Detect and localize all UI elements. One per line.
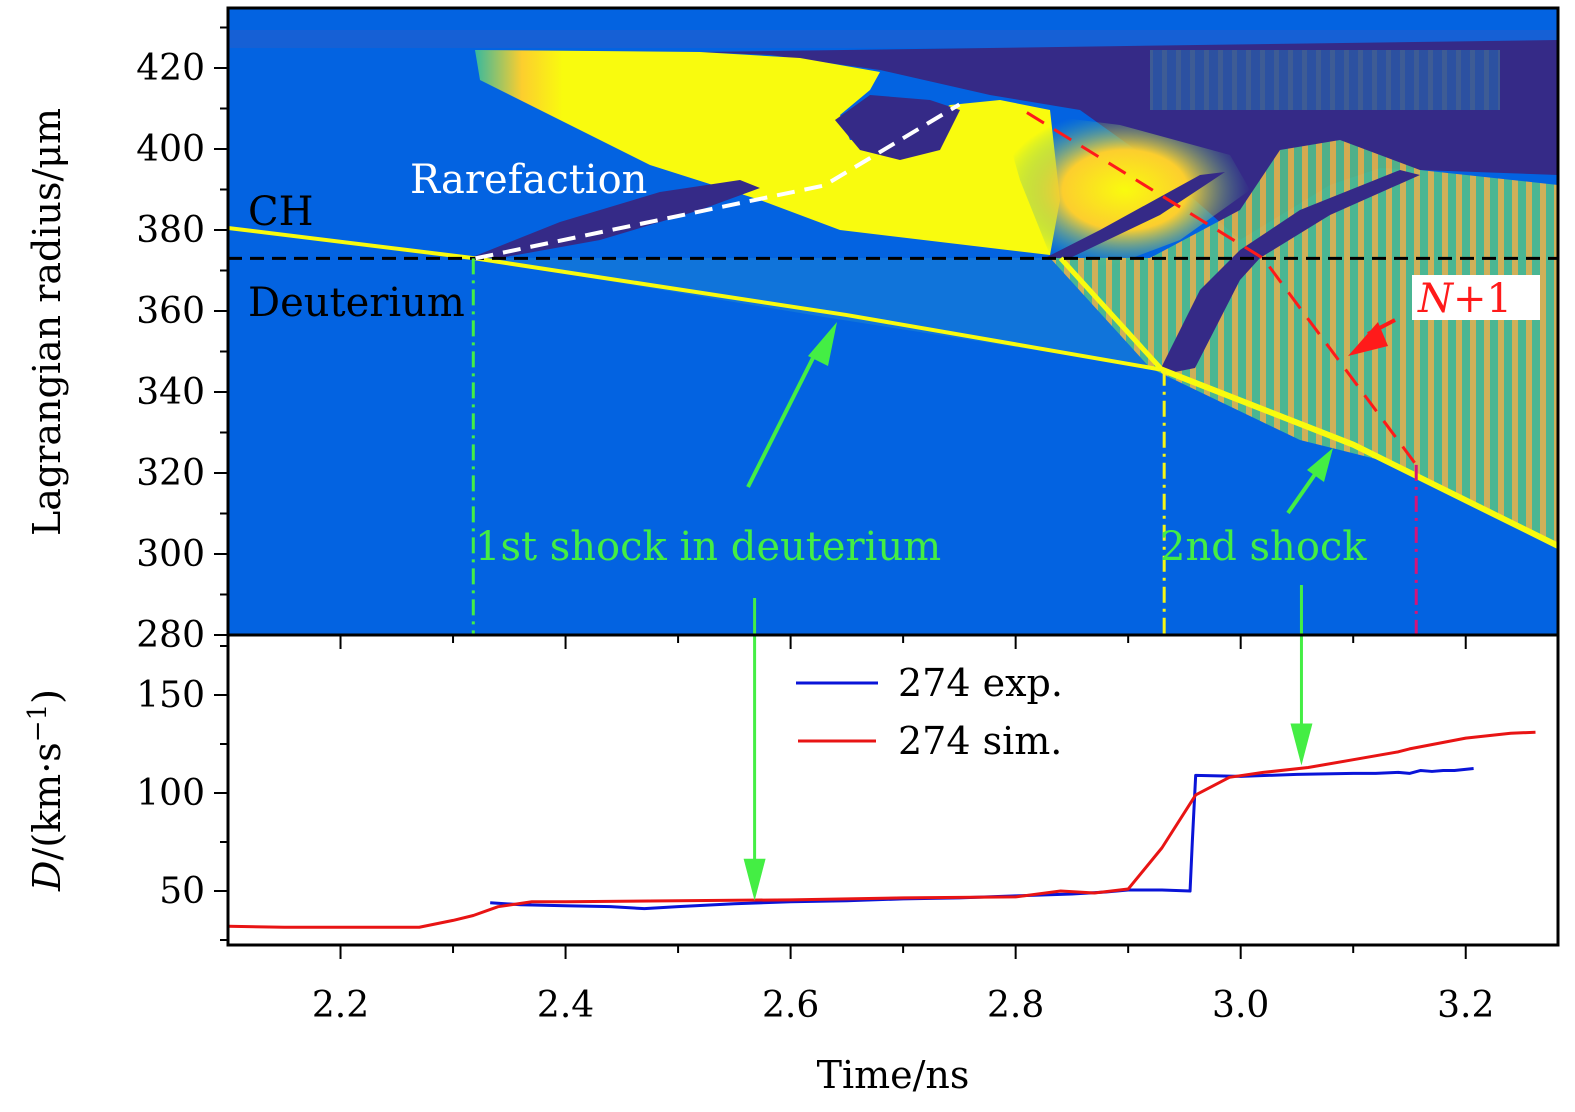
n-plus-1-label: N+1 (1412, 275, 1540, 322)
top-y-tick-label: 320 (136, 453, 205, 494)
bottom-y-axis-title: D/(km·s−1) (23, 689, 69, 892)
line-plot-background (228, 635, 1558, 945)
second-shock-line (1160, 366, 1558, 549)
legend-label-sim: 274 sim. (898, 719, 1062, 763)
bottom-y-tick-label: 50 (159, 871, 205, 912)
arrow-to-first-shock (746, 322, 837, 488)
x-tick-label: 3.0 (1212, 985, 1269, 1026)
legend: 274 exp. 274 sim. (796, 661, 1063, 763)
dark-blob (835, 95, 960, 160)
n-plus-1-text: N+1 (1417, 276, 1512, 322)
tick-labels: 280 300 320 340 360 380 400 420 50 100 150 2.2 2.4 2.… (136, 48, 1494, 1026)
reflected-shock-line (1058, 256, 1164, 372)
heatmap-panel (228, 8, 1558, 635)
line-plot-area (228, 730, 1536, 929)
top-y-tick-label: 380 (136, 210, 205, 251)
legend-label-exp: 274 exp. (898, 661, 1063, 705)
post-shock-region (1050, 140, 1558, 545)
top-y-tick-label: 340 (136, 372, 205, 413)
shock-arrows (743, 585, 1313, 901)
x-tick-label: 3.2 (1437, 985, 1494, 1026)
first-shock-line (475, 256, 1163, 372)
warm-region (1000, 110, 1250, 270)
x-tick-label: 2.2 (312, 985, 369, 1026)
x-tick-label: 2.6 (762, 985, 819, 1026)
dark-channel-2 (1160, 170, 1420, 372)
heatmap-band (228, 30, 1558, 48)
arrow-to-second-shock (1286, 448, 1333, 515)
compressed-region (475, 50, 1060, 255)
arrow-head (743, 858, 766, 901)
top-y-tick-label: 400 (136, 129, 205, 170)
plot-frame (226, 6, 1560, 947)
arrow-head (1290, 723, 1313, 766)
shocked-deuterium-region (470, 258, 1150, 368)
heatmap-texture (1150, 50, 1500, 110)
x-tick-label: 2.4 (537, 985, 594, 1026)
label-ch: CH (248, 189, 314, 235)
rarefaction-dashed-line (475, 102, 961, 261)
bottom-y-tick-label: 150 (136, 675, 205, 716)
top-y-tick-label: 280 (136, 615, 205, 656)
x-axis-title: Time/ns (817, 1053, 970, 1097)
label-deuterium: Deuterium (248, 280, 465, 326)
ch-interface-line (228, 225, 476, 261)
label-rarefaction: Rarefaction (410, 157, 647, 203)
top-y-axis-title: Lagrangian radius/μm (25, 108, 69, 536)
arrow-to-n-plus-1 (1348, 318, 1396, 356)
dark-channel-1 (1045, 172, 1225, 258)
rarefaction-wedge (470, 180, 760, 258)
n-plus-1-dashed-line (1026, 111, 1418, 466)
axis-ticks (214, 26, 1467, 959)
series-line-sim (228, 730, 1536, 929)
top-y-tick-label: 420 (136, 48, 205, 89)
label-first-shock: 1st shock in deuterium (475, 524, 941, 570)
top-y-tick-label: 360 (136, 291, 205, 332)
bottom-y-tick-label: 100 (136, 773, 205, 814)
top-y-tick-label: 300 (136, 534, 205, 575)
label-second-shock: 2nd shock (1160, 524, 1367, 570)
series-line-exp (490, 767, 1474, 911)
x-tick-label: 2.8 (987, 985, 1044, 1026)
n-plus-1-box (1412, 275, 1540, 320)
